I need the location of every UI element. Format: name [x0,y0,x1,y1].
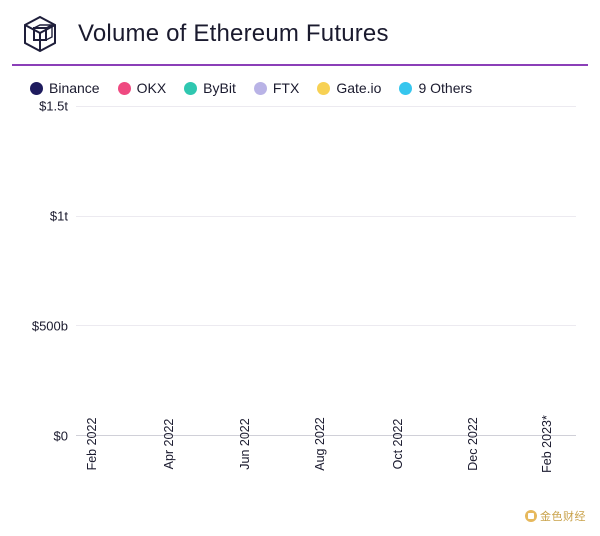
y-tick-label: $1.5t [18,99,68,114]
legend-label: ByBit [203,80,236,96]
x-tick-label: Feb 2022 [85,418,99,471]
legend-item: OKX [118,80,167,96]
chart-plot [76,106,576,436]
legend-label: OKX [137,80,167,96]
y-tick-label: $500b [18,319,68,334]
x-tick [121,436,149,450]
x-tick [274,436,302,450]
x-tick-label: Oct 2022 [391,419,405,470]
legend-label: FTX [273,80,299,96]
legend-swatch [254,82,267,95]
x-tick-label: Apr 2022 [162,419,176,470]
legend-label: Binance [49,80,100,96]
y-axis: $0$500b$1t$1.5t [18,106,74,436]
legend-item: 9 Others [399,80,472,96]
bars-container [76,106,576,435]
legend-swatch [317,82,330,95]
block-logo-icon [20,14,60,54]
legend-swatch [30,82,43,95]
legend-label: Gate.io [336,80,381,96]
x-tick [503,436,531,450]
x-tick [197,436,225,450]
x-tick-label: Dec 2022 [466,417,480,471]
x-tick: Apr 2022 [159,436,187,450]
x-tick [426,436,454,450]
grid-line [76,106,576,107]
x-axis: Feb 2022 Apr 2022 Jun 2022 Aug 2022 Oct 2022… [76,436,576,450]
x-tick-label: Feb 2023* [540,415,554,473]
legend-swatch [184,82,197,95]
watermark-text: 金色财经 [540,511,586,523]
chart-header: Volume of Ethereum Futures [0,0,600,64]
y-tick-label: $0 [18,429,68,444]
legend-swatch [118,82,131,95]
legend-item: Binance [30,80,100,96]
x-tick-label: Aug 2022 [313,417,327,471]
watermark-icon [525,510,537,522]
grid-line [76,216,576,217]
legend-item: FTX [254,80,299,96]
x-tick-label: Jun 2022 [238,418,252,469]
x-tick: Feb 2023* [541,436,569,450]
x-tick [350,436,378,450]
chart-area: $0$500b$1t$1.5t Feb 2022Apr 2022Jun 2022… [18,106,582,436]
source-watermark: 金色财经 [521,506,590,526]
chart-title: Volume of Ethereum Futures [78,20,389,48]
legend-item: Gate.io [317,80,381,96]
x-tick: Aug 2022 [312,436,340,450]
grid-line [76,325,576,326]
y-tick-label: $1t [18,209,68,224]
x-tick: Jun 2022 [236,436,264,450]
legend-label: 9 Others [418,80,472,96]
chart-legend: Binance OKX ByBit FTX Gate.io 9 Others [0,66,600,102]
x-tick: Feb 2022 [83,436,111,450]
legend-swatch [399,82,412,95]
x-tick: Oct 2022 [388,436,416,450]
legend-item: ByBit [184,80,236,96]
x-tick: Dec 2022 [464,436,492,450]
